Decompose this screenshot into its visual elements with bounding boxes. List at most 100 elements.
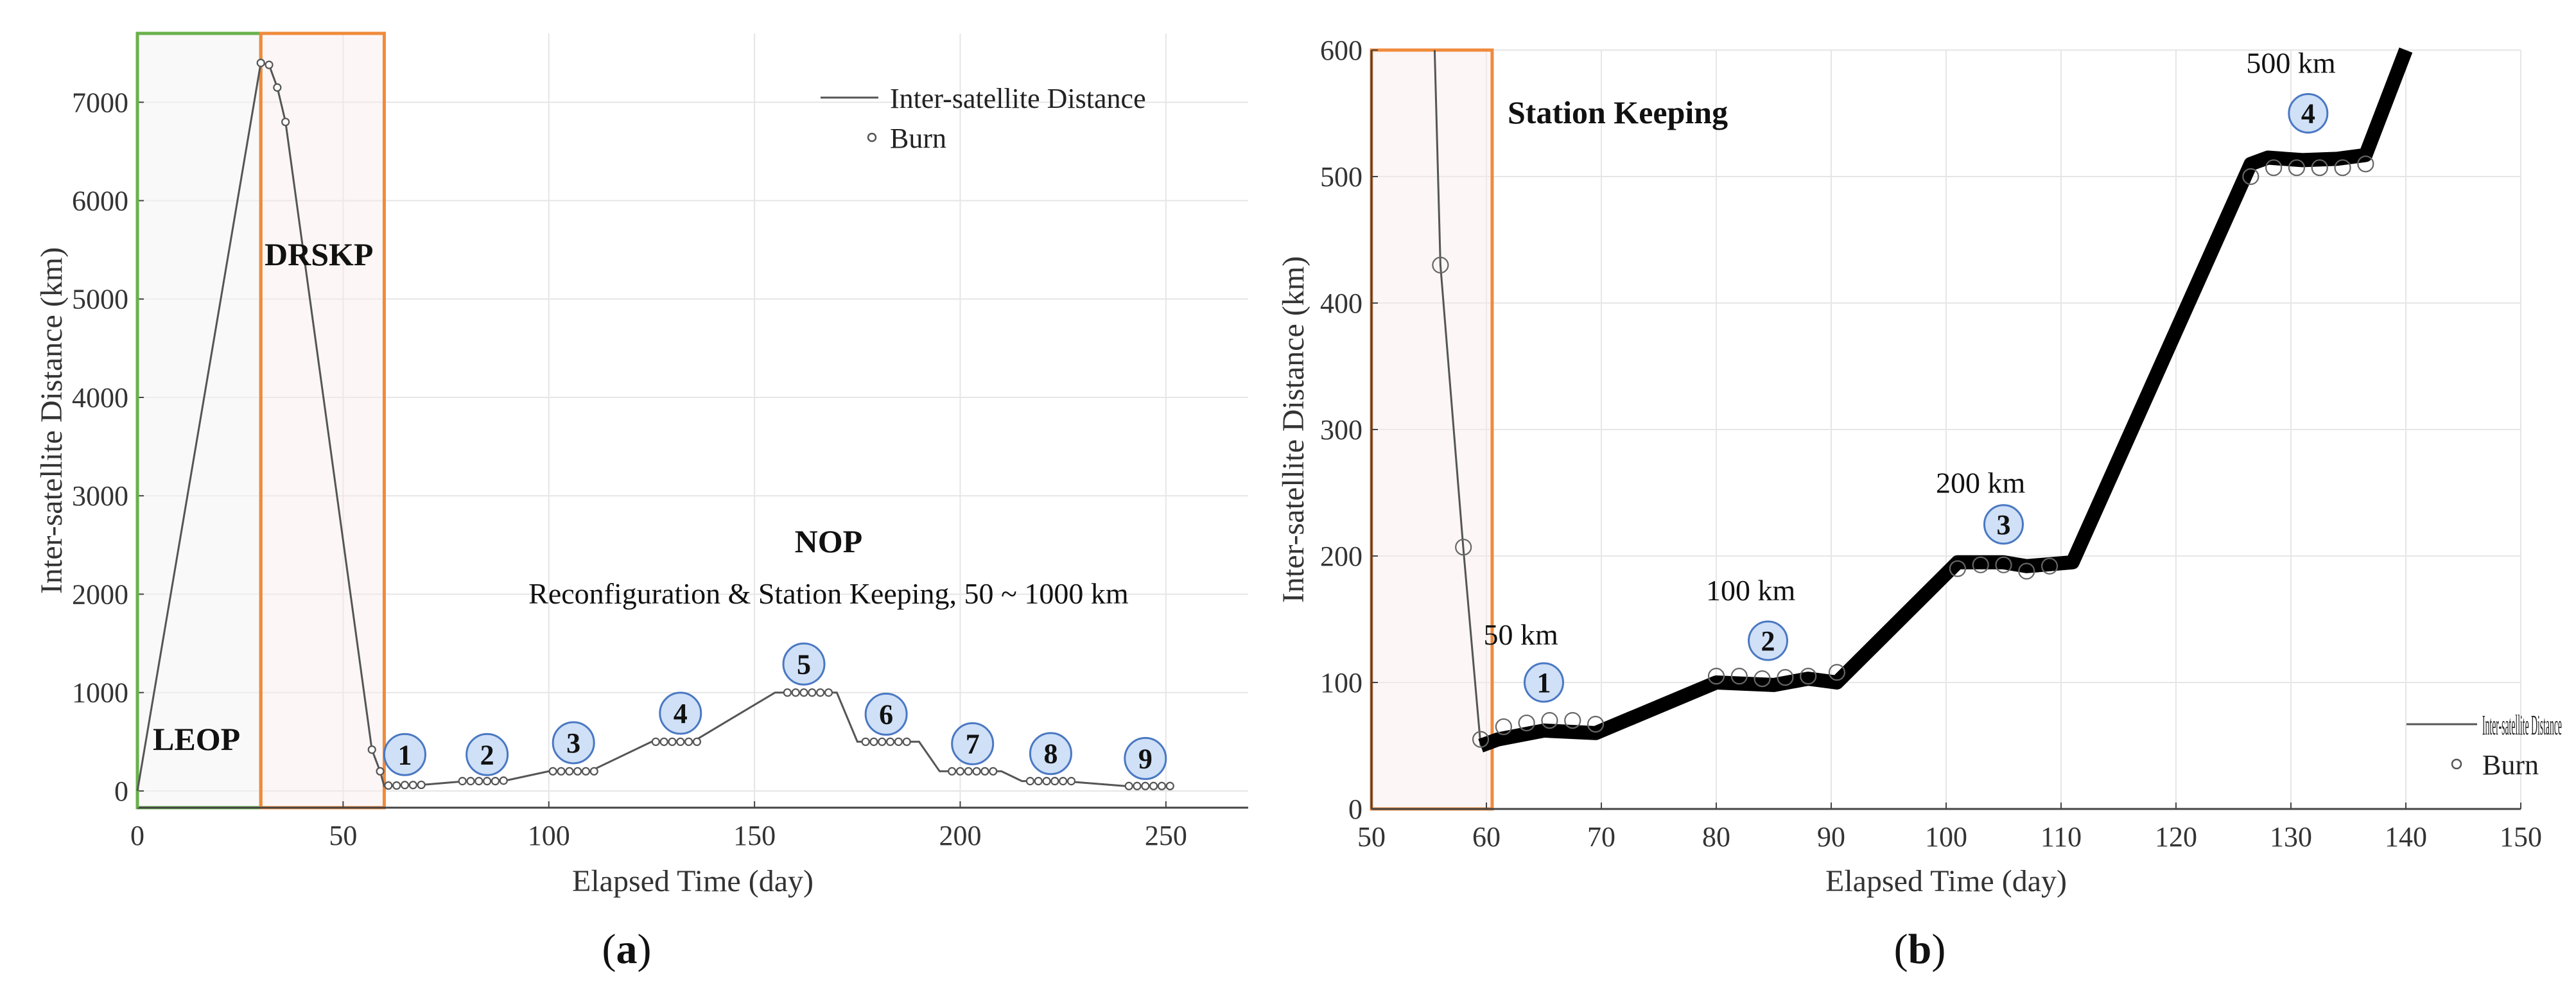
burn-marker	[668, 737, 677, 746]
drskp-label: DRSKP	[265, 236, 373, 272]
y-tick-label: 6000	[72, 186, 128, 217]
burn-marker	[548, 767, 557, 776]
burn-marker	[1025, 777, 1035, 786]
burn-marker	[791, 688, 800, 697]
burn-marker	[1730, 668, 1748, 685]
burn-marker	[964, 767, 973, 776]
burn-marker	[384, 781, 393, 790]
burn-marker	[684, 737, 693, 746]
burn-marker	[1541, 711, 1558, 729]
step-badge-label: 2	[1761, 625, 1775, 657]
y-tick-label: 0	[1348, 794, 1362, 825]
step-badge-label: 1	[1537, 667, 1551, 699]
station-keeping-region	[1370, 48, 1494, 811]
burn-marker	[1754, 670, 1771, 688]
y-tick-label: 2000	[72, 578, 128, 610]
x-tick-label: 140	[2385, 821, 2427, 853]
burn-marker	[1972, 556, 1989, 573]
y-tick-label: 3000	[72, 480, 128, 512]
y-tick-label: 100	[1320, 667, 1362, 699]
step-badge-circle	[1029, 732, 1072, 776]
y-tick-labels-a: 0 1000 2000 3000 4000 5000 6000 7000	[72, 87, 128, 807]
burn-markers-b	[1432, 155, 2374, 748]
burn-markers-a	[256, 58, 1174, 790]
series-line-b	[1478, 48, 2413, 752]
legend-line-label-b: Inter-satellite Distance	[2482, 709, 2562, 741]
burn-marker	[972, 767, 981, 776]
burn-marker	[417, 780, 426, 790]
x-tick-label: 80	[1702, 821, 1730, 853]
step-badge-circle	[864, 692, 908, 736]
burn-marker	[1141, 781, 1150, 790]
burn-marker	[1165, 781, 1174, 790]
burn-marker	[902, 737, 911, 746]
panel-letter-a: a	[616, 926, 638, 973]
step-badge-circle	[1748, 620, 1789, 661]
burn-marker	[676, 737, 685, 746]
nop-subtitle: Reconfiguration & Station Keeping, 50 ~ …	[528, 577, 1129, 610]
chart-panel-a: 0 50 100 150 200 250 0 1000 2000 3000 4000 5000 600…	[35, 31, 1248, 973]
burn-marker	[878, 737, 887, 746]
step-badge-label: 4	[674, 698, 688, 729]
burn-marker	[581, 767, 591, 776]
burn-marker	[989, 767, 998, 776]
burn-marker	[265, 60, 274, 69]
panel-label-b: (b)	[1894, 926, 1946, 973]
burn-marker	[861, 737, 870, 746]
nop-title: NOP	[795, 523, 863, 559]
y-axis-label-a: Inter-satellite Distance (km)	[35, 247, 69, 594]
burn-marker	[2242, 168, 2259, 186]
step-badge-circle	[782, 642, 826, 686]
burn-marker	[980, 767, 989, 776]
y-tick-label: 0	[114, 776, 128, 807]
burn-marker	[557, 767, 566, 776]
distance-annotation: 500 km	[2246, 46, 2336, 79]
axes-b	[1370, 49, 2521, 810]
x-tick-label: 60	[1472, 821, 1501, 853]
drskp-region	[259, 31, 386, 810]
burn-marker	[466, 777, 475, 786]
step-badge-label: 9	[1138, 743, 1153, 774]
burn-marker	[1949, 560, 1966, 577]
burn-marker	[273, 83, 282, 92]
step-badge-circle	[383, 733, 426, 776]
distance-annotation: 100 km	[1706, 574, 1796, 607]
y-tick-label: 5000	[72, 284, 128, 315]
x-tick-labels-b: 50 60 70 80 90 100 110 120 130 140 150	[1357, 821, 2542, 853]
panel-letter-b: b	[1908, 926, 1932, 973]
burn-marker	[499, 776, 508, 785]
step-badge-label: 8	[1043, 738, 1057, 770]
burn-marker	[2288, 159, 2306, 177]
step-badge-label: 1	[397, 739, 412, 770]
burn-marker	[491, 777, 500, 786]
burn-marker	[808, 688, 817, 697]
burn-marker	[1564, 711, 1581, 729]
x-tick-label: 130	[2270, 821, 2312, 853]
x-tick-labels-a: 0 50 100 150 200 250	[130, 820, 1187, 851]
burn-marker	[948, 767, 957, 776]
plot-area-a	[137, 33, 1248, 808]
burn-marker	[1707, 668, 1725, 685]
burn-marker	[869, 737, 878, 746]
burn-marker	[1518, 714, 1535, 732]
burn-marker	[1066, 777, 1076, 786]
burn-marker	[367, 745, 376, 754]
burn-marker	[783, 688, 792, 697]
step-badge-circle	[466, 733, 509, 776]
y-tick-label: 1000	[72, 677, 128, 709]
x-tick-label: 90	[1817, 821, 1845, 853]
legend-a: Inter-satellite Distance Burn	[821, 83, 1146, 154]
x-tick-label: 150	[2500, 821, 2542, 853]
burn-marker	[816, 688, 825, 697]
y-tick-label: 200	[1320, 541, 1362, 572]
burn-marker	[651, 737, 660, 746]
burn-marker	[408, 781, 417, 790]
y-tick-label: 500	[1320, 161, 1362, 193]
burn-marker	[1133, 781, 1142, 790]
y-axis-label-b: Inter-satellite Distance (km)	[1276, 256, 1310, 603]
axes-a	[135, 33, 1248, 809]
burn-marker	[1059, 777, 1068, 786]
legend-line-label-a: Inter-satellite Distance	[890, 83, 1146, 114]
burn-marker	[2018, 562, 2035, 580]
panel-paren-close-b: )	[1931, 926, 1945, 973]
